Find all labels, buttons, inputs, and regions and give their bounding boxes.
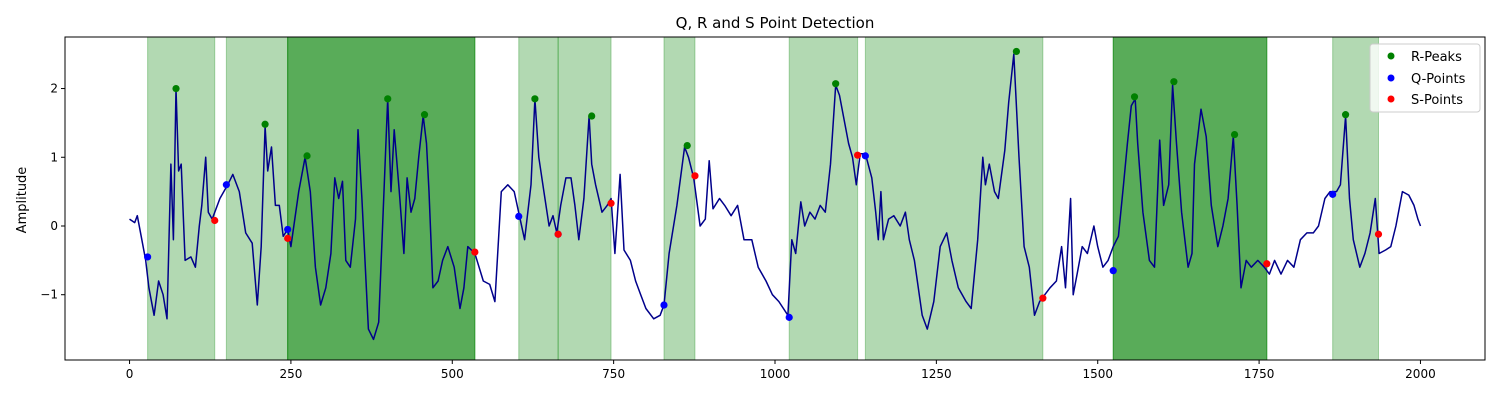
- r-peak-marker-10: [1012, 47, 1021, 56]
- legend-marker-s-points: [1387, 95, 1395, 103]
- q-point-marker-10: [1329, 190, 1337, 198]
- q-point-marker-4: [515, 212, 523, 220]
- q-point-marker-2: [222, 181, 230, 189]
- legend: R-Peaks Q-Points S-Points: [1369, 43, 1481, 113]
- q-point-marker-3: [284, 225, 292, 234]
- r-peak-marker-14: [1341, 111, 1350, 119]
- y-tick-label: 0: [50, 219, 58, 233]
- y-tick-label: −1: [40, 288, 58, 302]
- shaded-span-4: [518, 36, 559, 361]
- y-axis-ticks: −1 0 1 2: [40, 82, 65, 302]
- x-tick-label: 1500: [1082, 367, 1113, 381]
- shaded-span-9: [1112, 36, 1268, 361]
- s-point-marker-7: [854, 151, 862, 159]
- r-peak-marker-8: [683, 141, 691, 150]
- r-peak-marker-9: [832, 80, 840, 88]
- x-tick-label: 500: [441, 367, 464, 381]
- x-tick-label: 0: [126, 367, 134, 381]
- r-peak-marker-6: [531, 95, 539, 103]
- legend-label-q-points: Q-Points: [1411, 72, 1466, 87]
- s-point-marker-3: [471, 248, 479, 256]
- r-peak-marker-12: [1170, 78, 1178, 86]
- legend-marker-q-points: [1387, 74, 1395, 82]
- s-point-marker-9: [1263, 260, 1271, 268]
- q-point-marker-8: [861, 152, 869, 160]
- detected-points: [144, 47, 1383, 321]
- r-peak-marker-4: [384, 95, 392, 103]
- x-tick-label: 1250: [921, 367, 952, 381]
- y-axis-label: Amplitude: [15, 167, 30, 234]
- x-tick-label: 2000: [1405, 367, 1436, 381]
- chart-title: Q, R and S Point Detection: [676, 14, 875, 32]
- r-peak-marker-5: [420, 111, 429, 119]
- legend-label-s-points: S-Points: [1411, 93, 1463, 108]
- s-point-marker-5: [607, 199, 615, 207]
- s-point-marker-8: [1039, 294, 1047, 302]
- shaded-span-6: [663, 36, 696, 361]
- s-point-marker-2: [284, 234, 292, 242]
- x-tick-label: 250: [279, 367, 302, 381]
- shaded-span-1: [147, 36, 216, 361]
- r-peak-marker-13: [1230, 130, 1239, 139]
- x-tick-label: 750: [602, 367, 625, 381]
- s-point-marker-6: [691, 172, 699, 180]
- x-tick-label: 1000: [760, 367, 791, 381]
- r-peak-marker-2: [261, 120, 269, 128]
- legend-marker-r-peaks: [1387, 52, 1395, 60]
- x-tick-label: 1750: [1244, 367, 1275, 381]
- q-point-marker-6: [660, 301, 668, 309]
- legend-label-r-peaks: R-Peaks: [1411, 50, 1462, 65]
- shaded-span-8: [864, 36, 1044, 361]
- q-point-marker-9: [1109, 267, 1117, 275]
- r-peak-marker-3: [303, 152, 311, 160]
- x-axis-ticks: 0 250 500 750 1000 1250 1500 1750 2000: [126, 360, 1436, 381]
- s-point-marker-1: [211, 216, 219, 225]
- y-tick-label: 2: [50, 82, 58, 96]
- shaded-span-7: [788, 36, 859, 361]
- q-point-marker-1: [144, 253, 152, 261]
- y-tick-label: 1: [50, 150, 58, 164]
- r-peak-marker-7: [588, 112, 596, 120]
- shaded-span-2: [225, 36, 289, 361]
- r-peak-marker-11: [1130, 93, 1139, 101]
- legend-box: [1369, 43, 1481, 113]
- shaded-span-3: [287, 36, 476, 361]
- s-point-marker-10: [1374, 230, 1383, 238]
- r-peak-marker-1: [172, 84, 180, 93]
- shaded-spans: [147, 36, 1380, 361]
- signal-line: [129, 53, 1422, 341]
- q-point-marker-7: [785, 313, 793, 321]
- s-point-marker-4: [554, 230, 562, 238]
